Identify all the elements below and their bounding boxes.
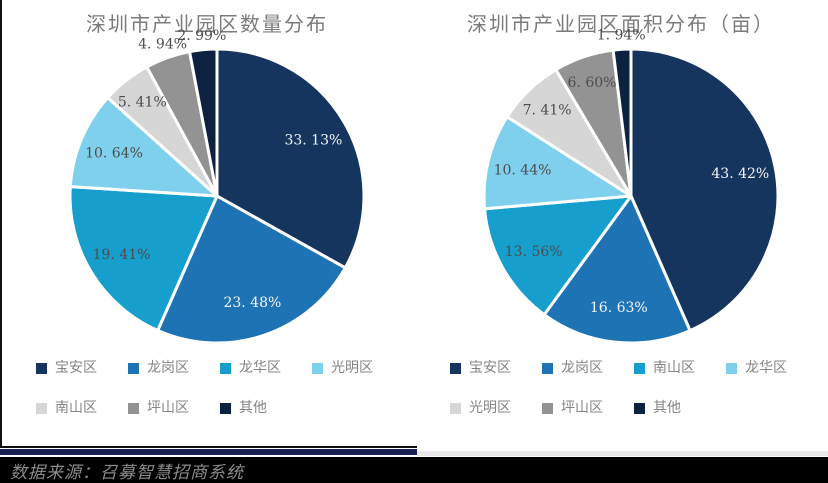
pie-value-label: 23. 48% bbox=[223, 295, 281, 311]
pie-value-label: 2. 99% bbox=[177, 28, 226, 44]
legend-item: 光明区 bbox=[450, 400, 511, 416]
legend-item: 南山区 bbox=[36, 400, 97, 416]
pie-slice bbox=[542, 194, 692, 345]
pie-value-label: 10. 64% bbox=[85, 146, 143, 162]
pie-chart-quantity: 深圳市产业园区数量分布 33. 13% 23. 48% 19. 41% 10. 64%… bbox=[0, 0, 414, 446]
pie-value-label: 6. 60% bbox=[568, 75, 617, 91]
legend-swatch bbox=[36, 402, 47, 414]
legend-label: 南山区 bbox=[653, 360, 695, 376]
legend-item: 龙岗区 bbox=[542, 360, 603, 376]
legend-label: 坪山区 bbox=[147, 400, 189, 416]
pie-value-label: 33. 13% bbox=[284, 133, 342, 149]
legend-label: 南山区 bbox=[55, 400, 97, 416]
divider-gray-bar bbox=[417, 451, 828, 456]
legend-label: 坪山区 bbox=[561, 400, 603, 416]
footer-bar: 数据来源：召募智慧招商系统 bbox=[0, 457, 828, 483]
legend-swatch bbox=[542, 362, 553, 374]
chart-title-area: 深圳市产业园区面积分布（亩） bbox=[467, 12, 775, 36]
pie-slice bbox=[483, 194, 633, 317]
legend-swatch bbox=[36, 362, 47, 374]
pie-slice bbox=[156, 194, 347, 345]
pie-value-label: 4. 94% bbox=[138, 37, 187, 53]
legend-swatch bbox=[634, 362, 645, 374]
legend-quantity: 宝安区 龙岗区 龙华区 光明区南山区 坪山区 其他 bbox=[36, 360, 414, 416]
pie-area-canvas: 43. 42% 16. 63% 13. 56% 10. 44% 7. 41% 6. 60%… bbox=[482, 28, 780, 345]
legend-label: 光明区 bbox=[469, 400, 511, 416]
pie-value-label: 5. 41% bbox=[118, 94, 167, 110]
legend-item: 坪山区 bbox=[128, 400, 189, 416]
pie-value-label: 1. 94% bbox=[597, 28, 646, 44]
legend-label: 龙华区 bbox=[745, 360, 787, 376]
legend-item: 其他 bbox=[634, 400, 681, 416]
legend-swatch bbox=[450, 402, 461, 414]
pie-slice bbox=[68, 96, 219, 198]
legend-swatch bbox=[542, 402, 553, 414]
legend-item: 光明区 bbox=[312, 360, 373, 376]
legend-swatch bbox=[726, 362, 737, 374]
legend-label: 宝安区 bbox=[469, 360, 511, 376]
legend-swatch bbox=[128, 362, 139, 374]
legend-label: 龙华区 bbox=[239, 360, 281, 376]
chart-title-quantity: 深圳市产业园区数量分布 bbox=[86, 12, 328, 36]
pie-quantity-canvas: 33. 13% 23. 48% 19. 41% 10. 64% 5. 41% 4. 94%… bbox=[68, 28, 366, 345]
legend-swatch bbox=[128, 402, 139, 414]
pie-value-label: 43. 42% bbox=[711, 166, 769, 182]
pie-slice bbox=[629, 47, 780, 333]
pie-slice bbox=[215, 47, 366, 270]
page-left-border-line bbox=[0, 0, 2, 448]
legend-item: 南山区 bbox=[634, 360, 695, 376]
legend-label: 宝安区 bbox=[55, 360, 97, 376]
pie-value-label: 16. 63% bbox=[590, 300, 648, 316]
pie-value-label: 19. 41% bbox=[93, 247, 151, 263]
legend-item: 龙华区 bbox=[220, 360, 281, 376]
legend-swatch bbox=[634, 402, 645, 414]
legend-item: 龙华区 bbox=[726, 360, 787, 376]
pie-value-label: 7. 41% bbox=[523, 102, 572, 118]
divider-line bbox=[0, 446, 417, 448]
legend-label: 光明区 bbox=[331, 360, 373, 376]
legend-swatch bbox=[312, 362, 323, 374]
legend-swatch bbox=[450, 362, 461, 374]
legend-swatch bbox=[220, 402, 231, 414]
legend-label: 龙岗区 bbox=[147, 360, 189, 376]
pie-slice bbox=[482, 115, 633, 211]
pie-slice bbox=[68, 185, 219, 332]
legend-label: 其他 bbox=[653, 400, 681, 416]
legend-area: 宝安区 龙岗区 南山区 龙华区光明区 坪山区 其他 bbox=[450, 360, 828, 416]
legend-label: 其他 bbox=[239, 400, 267, 416]
legend-item: 坪山区 bbox=[542, 400, 603, 416]
legend-item: 宝安区 bbox=[450, 360, 511, 376]
legend-item: 龙岗区 bbox=[128, 360, 189, 376]
legend-item: 宝安区 bbox=[36, 360, 97, 376]
footer-source-text: 数据来源：召募智慧招商系统 bbox=[10, 462, 244, 483]
legend-item: 其他 bbox=[220, 400, 267, 416]
divider-navy-bar bbox=[0, 449, 417, 455]
pie-chart-area: 深圳市产业园区面积分布（亩） 43. 42% 16. 63% 13. 56% 10. … bbox=[414, 0, 828, 446]
pie-value-label: 13. 56% bbox=[505, 244, 563, 260]
legend-label: 龙岗区 bbox=[561, 360, 603, 376]
charts-row: 深圳市产业园区数量分布 33. 13% 23. 48% 19. 41% 10. 64%… bbox=[0, 0, 828, 446]
pie-slice bbox=[611, 47, 633, 198]
pie-slice bbox=[188, 47, 219, 198]
legend-swatch bbox=[220, 362, 231, 374]
pie-value-label: 10. 44% bbox=[494, 162, 552, 178]
